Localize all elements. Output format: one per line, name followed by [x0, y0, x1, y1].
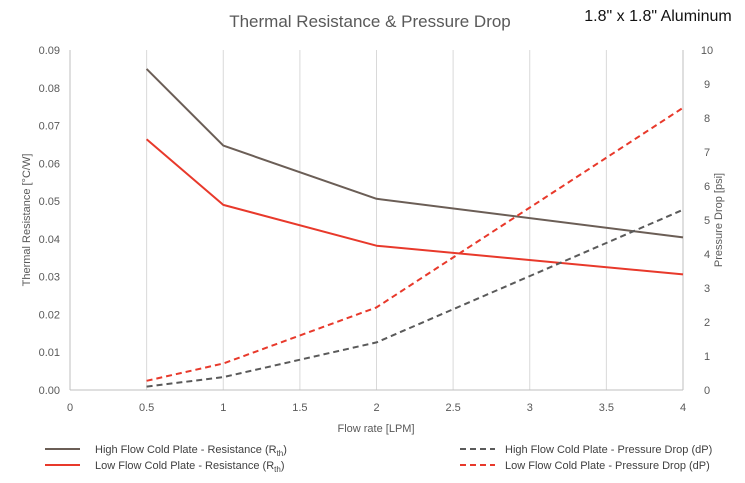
- y2-axis-label: Pressure Drop [psi]: [713, 173, 725, 267]
- y2-tick-label: 3: [704, 283, 710, 295]
- x-tick-label: 3.5: [599, 402, 614, 414]
- series-line: [145, 68, 684, 239]
- y-tick-label: 0.06: [39, 158, 60, 170]
- x-tick-label: 0: [67, 402, 73, 414]
- y-tick-labels: 0.00 0.01 0.02 0.03 0.04 0.05 0.06 0.07 0.08 0.09: [39, 45, 60, 397]
- legend-label: Low Flow Cold Plate - Resistance (Rth): [95, 460, 284, 474]
- y-tick-label: 0.03: [39, 272, 60, 284]
- x-tick-label: 1.5: [292, 402, 307, 414]
- y-tick-label: 0.07: [39, 121, 60, 133]
- y-tick-label: 0.04: [39, 234, 60, 246]
- y-tick-label: 0.05: [39, 196, 60, 208]
- y2-tick-label: 2: [704, 317, 710, 329]
- y2-tick-label: 1: [704, 351, 710, 363]
- legend: High Flow Cold Plate - Resistance (Rth) L…: [45, 444, 712, 474]
- series-line: [146, 208, 684, 388]
- y2-tick-label: 8: [704, 113, 710, 125]
- grid: [146, 50, 607, 390]
- y-tick-label: 0.00: [39, 385, 60, 397]
- x-tick-label: 3: [527, 402, 533, 414]
- x-axis-label: Flow rate [LPM]: [337, 423, 414, 435]
- x-tick-label: 1: [220, 402, 226, 414]
- y-tick-label: 0.08: [39, 83, 60, 95]
- y2-tick-labels: 0 1 2 3 4 5 6 7 8 9 10: [701, 45, 713, 397]
- chart-subtitle: 1.8" x 1.8" Aluminum: [584, 8, 731, 25]
- y2-tick-label: 9: [704, 79, 710, 91]
- chart-title: Thermal Resistance & Pressure Drop: [229, 12, 511, 31]
- y2-tick-label: 6: [704, 181, 710, 193]
- y-tick-label: 0.02: [39, 309, 60, 321]
- y2-tick-label: 10: [701, 45, 713, 57]
- x-tick-label: 2.5: [445, 402, 460, 414]
- legend-label: Low Flow Cold Plate - Pressure Drop (dP): [505, 460, 710, 472]
- legend-label: High Flow Cold Plate - Resistance (Rth): [95, 444, 287, 458]
- y2-tick-label: 0: [704, 385, 710, 397]
- y-tick-label: 0.09: [39, 45, 60, 57]
- x-tick-label: 0.5: [139, 402, 154, 414]
- series-line: [146, 106, 684, 382]
- x-tick-label: 2: [373, 402, 379, 414]
- series-lines: [145, 68, 684, 388]
- y2-tick-label: 4: [704, 249, 710, 261]
- series-line: [145, 138, 684, 276]
- y-axis-label: Thermal Resistance [°C/W]: [21, 154, 33, 287]
- y2-tick-label: 7: [704, 147, 710, 159]
- y2-tick-label: 5: [704, 215, 710, 227]
- axes: [69, 50, 684, 391]
- legend-label: High Flow Cold Plate - Pressure Drop (dP…: [505, 444, 712, 456]
- x-tick-label: 4: [680, 402, 686, 414]
- y-tick-label: 0.01: [39, 347, 60, 359]
- x-tick-labels: 0 0.5 1 1.5 2 2.5 3 3.5 4: [67, 402, 686, 414]
